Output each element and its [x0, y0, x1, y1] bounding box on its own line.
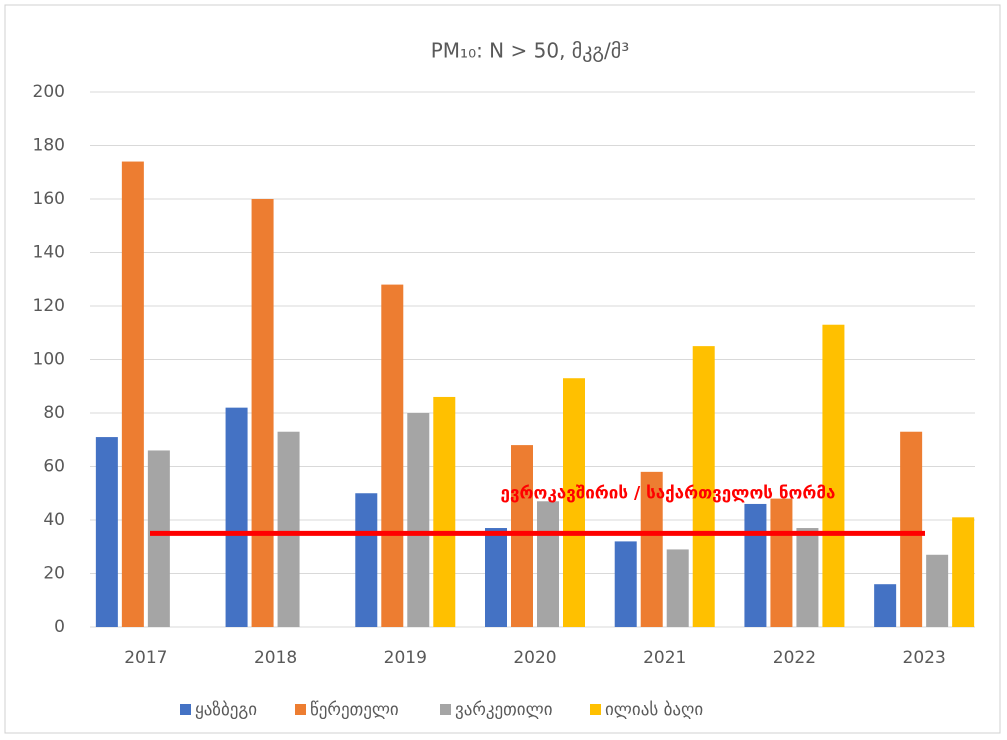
- bar: [95, 437, 118, 627]
- y-tick-label: 180: [33, 136, 65, 156]
- legend-label: ვარკეთილი: [455, 700, 553, 720]
- bar: [822, 324, 845, 627]
- legend-swatch: [440, 704, 451, 715]
- y-tick-label: 200: [33, 82, 65, 102]
- y-tick-label: 100: [33, 350, 65, 370]
- bar: [744, 503, 767, 627]
- bar: [796, 528, 819, 627]
- legend-label: ყაზბეგი: [195, 700, 257, 720]
- legend-swatch: [590, 704, 601, 715]
- bar: [147, 450, 170, 627]
- bar: [926, 554, 949, 627]
- y-tick-label: 0: [54, 617, 65, 637]
- bar: [900, 431, 923, 627]
- bar: [277, 431, 300, 627]
- y-tick-label: 160: [33, 189, 65, 209]
- legend-label: წერეთელი: [310, 700, 399, 720]
- x-tick-label: 2021: [643, 648, 686, 668]
- bar: [692, 346, 715, 627]
- y-tick-label: 60: [43, 457, 65, 477]
- bar: [251, 199, 274, 627]
- bar: [433, 396, 456, 627]
- bar: [485, 528, 507, 627]
- chart-title: PM₁₀: N > 50, მკგ/მ³: [431, 39, 630, 63]
- bar: [563, 378, 585, 627]
- legend-label: ილიას ბაღი: [605, 700, 703, 720]
- x-tick-label: 2019: [384, 648, 427, 668]
- y-tick-label: 20: [43, 564, 65, 584]
- bar: [770, 498, 793, 627]
- reference-label: ევროკავშირის / საქართველოს ნორმა: [501, 483, 836, 503]
- bar: [225, 407, 248, 627]
- y-tick-label: 40: [43, 510, 65, 530]
- bar: [614, 541, 637, 627]
- y-tick-label: 140: [33, 243, 65, 263]
- bar: [407, 413, 430, 627]
- x-tick-label: 2018: [254, 648, 297, 668]
- legend-swatch: [295, 704, 306, 715]
- bar: [355, 493, 378, 627]
- bar: [121, 161, 144, 628]
- bar: [952, 517, 975, 627]
- x-tick-label: 2020: [513, 648, 556, 668]
- x-tick-label: 2022: [773, 648, 816, 668]
- bar: [666, 549, 689, 627]
- legend-swatch: [180, 704, 191, 715]
- bar: [874, 584, 897, 627]
- bar: [640, 471, 663, 627]
- x-tick-label: 2023: [903, 648, 946, 668]
- bar: [381, 284, 404, 627]
- x-tick-label: 2017: [124, 648, 167, 668]
- bar: [511, 445, 533, 627]
- y-tick-label: 120: [33, 296, 65, 316]
- bar: [537, 501, 559, 627]
- y-tick-label: 80: [43, 403, 65, 423]
